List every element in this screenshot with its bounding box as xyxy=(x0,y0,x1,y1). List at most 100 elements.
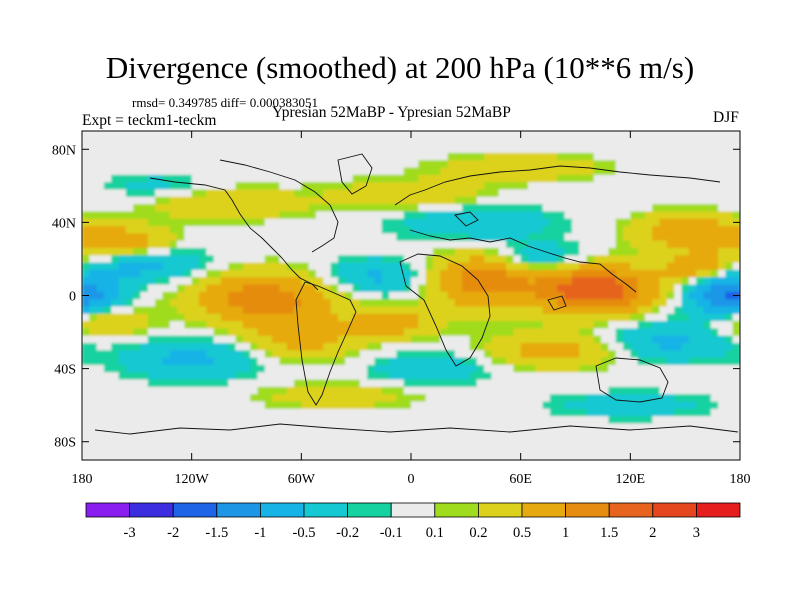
field-cell xyxy=(220,321,229,329)
field-cell xyxy=(82,357,90,366)
field-cell xyxy=(469,423,478,432)
field-cell xyxy=(527,306,536,315)
field-cell xyxy=(644,416,653,425)
field-cell xyxy=(191,284,200,293)
field-cell xyxy=(396,357,405,366)
field-cell xyxy=(184,445,193,454)
field-cell xyxy=(615,328,624,337)
field-cell xyxy=(264,284,273,293)
field-cell xyxy=(169,262,178,271)
field-cell xyxy=(484,299,493,308)
field-cell xyxy=(96,182,105,191)
field-cell xyxy=(345,416,354,425)
field-cell xyxy=(527,189,536,198)
field-cell xyxy=(184,167,193,176)
field-cell xyxy=(469,262,478,271)
field-cell xyxy=(89,138,98,147)
field-cell xyxy=(411,167,419,176)
field-cell xyxy=(118,291,127,300)
field-cell xyxy=(571,445,580,454)
field-cell xyxy=(294,299,302,308)
field-cell xyxy=(425,423,434,432)
field-cell xyxy=(367,284,376,293)
field-cell xyxy=(571,182,580,191)
field-cell xyxy=(623,247,631,256)
field-cell xyxy=(169,299,178,308)
field-cell xyxy=(586,379,595,388)
field-cell xyxy=(308,438,317,446)
field-cell xyxy=(82,335,90,344)
x-tick-label: 60E xyxy=(509,472,532,487)
field-cell xyxy=(630,335,639,344)
field-cell xyxy=(235,204,244,213)
field-cell xyxy=(294,255,302,264)
field-cell xyxy=(411,247,419,256)
field-cell xyxy=(198,167,207,176)
field-cell xyxy=(637,240,646,249)
field-cell xyxy=(118,343,127,351)
field-cell xyxy=(286,438,295,446)
field-cell xyxy=(286,226,295,234)
field-cell xyxy=(718,430,726,439)
field-cell xyxy=(118,364,127,373)
field-cell xyxy=(615,284,624,293)
field-cell xyxy=(206,131,215,139)
field-cell xyxy=(191,233,200,242)
field-cell xyxy=(169,189,178,198)
field-cell xyxy=(557,160,566,169)
field-cell xyxy=(549,233,558,242)
field-cell xyxy=(279,350,288,359)
field-cell xyxy=(718,211,726,220)
field-cell xyxy=(352,350,361,359)
field-cell xyxy=(359,328,368,337)
field-cell xyxy=(725,321,734,329)
field-cell xyxy=(652,445,661,454)
field-cell xyxy=(498,262,507,271)
field-cell xyxy=(411,131,419,139)
field-cell xyxy=(527,394,536,403)
field-cell xyxy=(666,379,675,388)
field-cell xyxy=(184,211,193,220)
field-cell xyxy=(520,131,529,139)
field-cell xyxy=(549,364,558,373)
field-cell xyxy=(315,430,324,439)
field-cell xyxy=(418,174,427,183)
field-cell xyxy=(718,284,726,293)
field-cell xyxy=(118,357,127,366)
field-cell xyxy=(506,218,514,227)
field-cell xyxy=(615,255,624,264)
field-cell xyxy=(593,430,602,439)
field-cell xyxy=(177,284,185,293)
field-cell xyxy=(542,262,551,271)
field-cell xyxy=(191,452,200,460)
field-cell xyxy=(286,204,295,213)
field-cell xyxy=(374,262,383,271)
field-cell xyxy=(564,152,573,161)
field-cell xyxy=(696,218,705,227)
field-cell xyxy=(674,372,683,381)
field-cell xyxy=(213,372,222,381)
field-cell xyxy=(228,313,237,322)
field-cell xyxy=(703,291,712,300)
field-cell xyxy=(623,438,631,446)
field-cell xyxy=(440,452,449,460)
field-cell xyxy=(96,386,105,395)
field-cell xyxy=(666,255,675,264)
field-cell xyxy=(140,394,149,403)
field-cell xyxy=(389,386,397,395)
field-cell xyxy=(184,152,193,161)
field-cell xyxy=(462,211,471,220)
field-cell xyxy=(564,189,573,198)
field-cell xyxy=(659,416,668,425)
field-cell xyxy=(206,328,215,337)
field-cell xyxy=(542,174,551,183)
field-cell xyxy=(498,408,507,417)
field-cell xyxy=(469,452,478,460)
field-cell xyxy=(111,321,120,329)
field-cell xyxy=(301,401,310,410)
field-cell xyxy=(345,364,354,373)
field-cell xyxy=(725,218,734,227)
field-cell xyxy=(235,152,244,161)
field-cell xyxy=(440,240,449,249)
field-cell xyxy=(89,445,98,454)
